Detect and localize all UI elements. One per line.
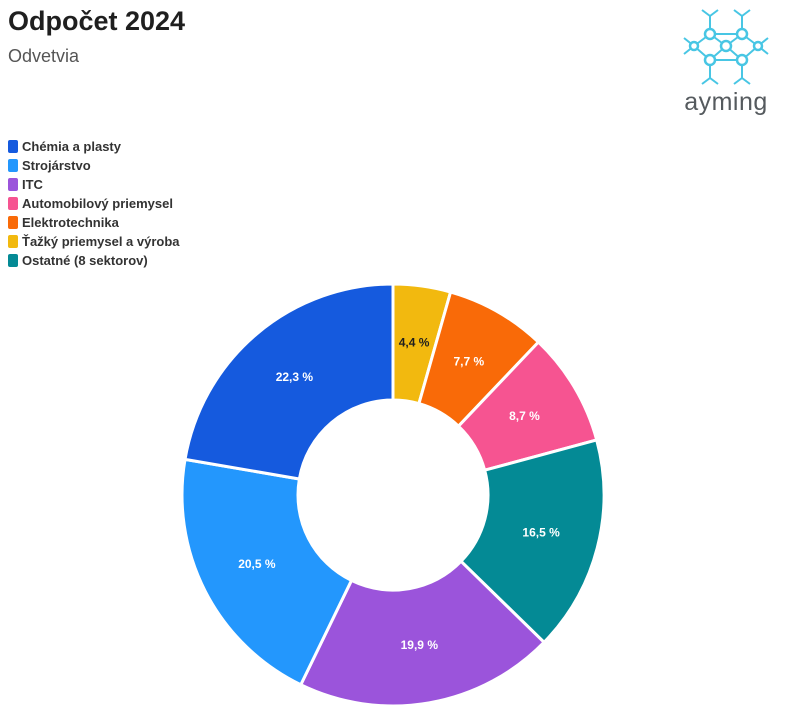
data-label-strojarstvo: 20,5 % — [238, 557, 276, 571]
data-label-tazky-priemysel-a-vyroba: 4,4 % — [399, 336, 430, 350]
legend-label: Ťažký priemysel a výroba — [22, 234, 180, 249]
data-label-elektrotechnika: 7,7 % — [453, 354, 484, 368]
legend-swatch — [8, 254, 18, 267]
legend-swatch — [8, 159, 18, 172]
legend-swatch — [8, 178, 18, 191]
legend-label: Chémia a plasty — [22, 139, 121, 154]
legend-label: Strojárstvo — [22, 158, 91, 173]
legend-label: Ostatné (8 sektorov) — [22, 253, 148, 268]
legend-swatch — [8, 235, 18, 248]
legend-swatch — [8, 216, 18, 229]
data-label-chemia-a-plasty: 22,3 % — [276, 370, 314, 384]
legend-item-chemia-a-plasty: Chémia a plasty — [8, 137, 180, 156]
legend-item-itc: ITC — [8, 175, 180, 194]
legend-swatch — [8, 140, 18, 153]
legend-label: ITC — [22, 177, 43, 192]
slice-strojarstvo — [180, 457, 354, 687]
data-label-automobilovy-priemysel: 8,7 % — [509, 409, 540, 423]
legend-item-automobilovy-priemysel: Automobilový priemysel — [8, 194, 180, 213]
chart-legend: Chémia a plasty Strojárstvo ITC Automobilov… — [8, 137, 180, 270]
legend-label: Elektrotechnika — [22, 215, 119, 230]
ayming-logo: ayming — [676, 8, 780, 120]
legend-item-tazky-priemysel-a-vyroba: Ťažký priemysel a výroba — [8, 232, 180, 251]
data-label-ostatne-8-sektorov: 16,5 % — [522, 526, 560, 540]
legend-item-elektrotechnika: Elektrotechnika — [8, 213, 180, 232]
slice-chemia-a-plasty — [183, 282, 395, 481]
logo-text: ayming — [684, 88, 768, 116]
slice-itc — [298, 559, 547, 708]
chart-subtitle: Odvetvia — [8, 46, 80, 66]
legend-item-ostatne-8-sektorov: Ostatné (8 sektorov) — [8, 251, 180, 270]
data-label-itc: 19,9 % — [401, 638, 439, 652]
legend-item-strojarstvo: Strojárstvo — [8, 156, 180, 175]
legend-label: Automobilový priemysel — [22, 196, 173, 211]
network-nodes-icon — [683, 9, 769, 85]
legend-swatch — [8, 197, 18, 210]
chart-title: Odpočet 2024 — [8, 6, 186, 36]
slice-ostatne-8-sektorov — [458, 438, 606, 645]
